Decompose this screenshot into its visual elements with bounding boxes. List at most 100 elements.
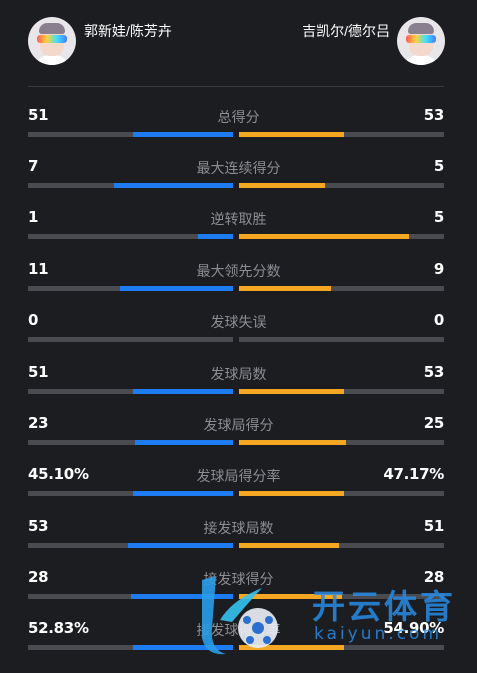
left-bar-fill [132,491,233,496]
right-bar-fill [239,286,332,291]
right-value: 47.17% [383,465,444,483]
left-bar-track [28,337,233,342]
stat-row: 28 接发球得分 28 [0,568,477,622]
brand-logo-icon [202,576,278,655]
brand-name: 开云体育 [312,587,456,626]
avatar-glasses [406,35,436,43]
left-player-avatar-icon[interactable] [28,17,76,65]
right-bar-fill [239,440,346,445]
left-value: 11 [28,260,49,278]
left-bar-fill [130,594,233,599]
right-value: 54.90% [383,619,444,637]
right-bar-fill [239,543,340,548]
left-value: 51 [28,106,49,124]
left-bar-fill [120,286,233,291]
stat-row: 53 接发球局数 51 [0,517,477,571]
right-bar-fill [239,645,344,650]
brand-watermark: 开云体育 kaiyun.com [192,570,472,665]
right-value: 5 [433,157,444,175]
left-value: 52.83% [28,619,89,637]
stat-label: 发球失误 [210,314,267,330]
stat-label: 最大连续得分 [196,160,281,176]
stat-row: 51 总得分 53 [0,106,477,160]
header-divider [28,86,444,87]
left-bar-fill [114,183,233,188]
left-bar-track [28,132,233,137]
left-value: 45.10% [28,465,89,483]
stat-label: 接发球得分 [203,571,274,587]
left-bar-fill [132,645,233,650]
right-value: 53 [423,106,445,124]
left-value: 1 [28,208,39,226]
stat-row: 45.10% 发球局得分率 47.17% [0,465,477,519]
stat-label: 发球局得分 [203,417,274,433]
right-bar-track [239,594,444,599]
left-value: 51 [28,363,49,381]
right-value: 53 [423,363,445,381]
brand-domain: kaiyun.com [314,624,443,644]
right-bar-fill [239,491,344,496]
right-value: 5 [433,208,444,226]
stat-row: 0 发球失误 0 [0,311,477,365]
stat-label: 总得分 [217,109,260,125]
left-value: 53 [28,517,49,535]
left-bar-track [28,183,233,188]
match-header: 郭新娃/陈芳卉 吉凯尔/德尔吕 [0,0,477,86]
left-bar-fill [132,389,233,394]
left-bar-track [28,594,233,599]
left-value: 23 [28,414,49,432]
right-bar-track [239,645,444,650]
right-bar-fill [239,594,342,599]
right-bar-track [239,183,444,188]
right-bar-track [239,491,444,496]
right-player-name[interactable]: 吉凯尔/德尔吕 [302,23,390,39]
right-bar-track [239,337,444,342]
avatar-hair [408,23,434,34]
right-value: 9 [433,260,444,278]
stat-row: 23 发球局得分 25 [0,414,477,468]
left-bar-track [28,389,233,394]
avatar-hair [39,23,65,34]
stat-label: 发球局得分率 [196,468,281,484]
avatar-body [403,55,439,65]
stat-row: 7 最大连续得分 5 [0,157,477,211]
stat-label: 逆转取胜 [210,211,267,227]
right-bar-fill [239,389,344,394]
right-bar-track [239,234,444,239]
right-player-avatar-icon[interactable] [397,17,445,65]
left-bar-track [28,645,233,650]
stat-row: 11 最大领先分数 9 [0,260,477,314]
left-value: 7 [28,157,39,175]
right-bar-fill [239,183,326,188]
stat-row: 1 逆转取胜 5 [0,208,477,262]
left-bar-fill [198,234,233,239]
right-bar-fill [239,132,344,137]
left-bar-track [28,286,233,291]
left-bar-fill [132,132,233,137]
stat-label: 最大领先分数 [196,263,281,279]
right-bar-track [239,132,444,137]
left-bar-track [28,234,233,239]
right-bar-track [239,389,444,394]
left-bar-track [28,440,233,445]
right-value: 0 [433,311,444,329]
left-player-name[interactable]: 郭新娃/陈芳卉 [84,23,172,39]
right-value: 25 [423,414,445,432]
right-bar-track [239,543,444,548]
left-value: 28 [28,568,49,586]
right-bar-fill [239,234,410,239]
right-bar-track [239,286,444,291]
left-bar-fill [128,543,233,548]
left-bar-track [28,543,233,548]
stat-row: 51 发球局数 53 [0,363,477,417]
right-bar-track [239,440,444,445]
avatar-body [34,55,70,65]
left-bar-track [28,491,233,496]
avatar-glasses [37,35,67,43]
right-value: 28 [423,568,445,586]
right-value: 51 [423,517,445,535]
left-value: 0 [28,311,39,329]
left-bar-fill [134,440,233,445]
stat-label: 发球局数 [210,366,267,382]
stat-label: 接发球局数 [203,520,274,536]
